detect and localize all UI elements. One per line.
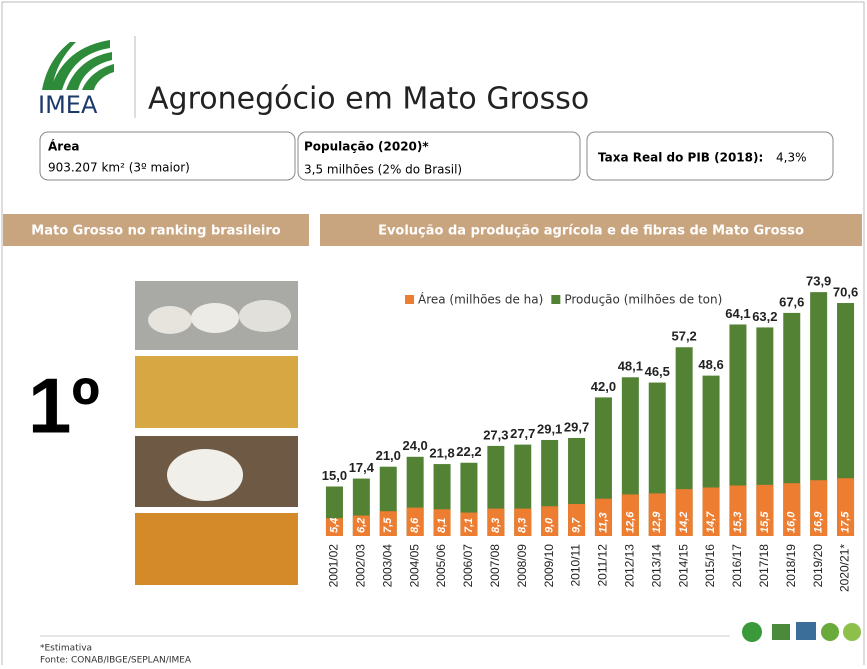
slide: IMEA Agronegócio em Mato Grosso Área 903… — [0, 0, 867, 665]
page-title: Agronegócio em Mato Grosso — [148, 82, 589, 117]
value-label: 14,2 — [678, 512, 690, 533]
value-label: 24,0 — [402, 438, 427, 453]
value-label: 6,2 — [355, 518, 367, 533]
info-label: População (2020)* — [304, 140, 429, 154]
x-tick-label: 2003/04 — [380, 544, 394, 588]
value-label: 48,6 — [698, 357, 723, 372]
value-label: 29,1 — [537, 421, 562, 436]
x-tick-label: 2006/07 — [461, 544, 475, 588]
x-tick-label: 2018/19 — [784, 544, 798, 588]
value-label: 70,6 — [833, 284, 858, 299]
x-tick-label: 2009/10 — [542, 544, 556, 588]
info-value: 3,5 milhões (2% do Brasil) — [304, 163, 462, 177]
x-tick-label: 2007/08 — [488, 544, 502, 588]
ranking-position: 1º — [28, 362, 100, 450]
value-label: 15,3 — [732, 512, 744, 533]
x-tick-label: 2008/09 — [515, 544, 529, 588]
x-tick-label: 2001/02 — [327, 544, 341, 588]
info-value: 4,3% — [776, 151, 807, 165]
value-label: 21,8 — [429, 445, 454, 460]
photo-soy — [135, 356, 298, 428]
logo-text: IMEA — [38, 91, 98, 119]
legend-label: Produção (milhões de ton) — [564, 293, 722, 307]
value-label: 67,6 — [779, 294, 804, 309]
x-tick-label: 2013/14 — [649, 544, 663, 588]
value-label: 5,4 — [328, 518, 340, 533]
value-label: 73,9 — [806, 274, 831, 289]
value-label: 15,5 — [759, 511, 771, 533]
value-label: 22,2 — [456, 444, 481, 459]
value-label: 17,4 — [349, 460, 375, 475]
value-label: 16,9 — [813, 511, 825, 533]
value-label: 21,0 — [376, 448, 401, 463]
value-label: 57,2 — [671, 329, 696, 344]
value-label: 12,9 — [651, 511, 663, 533]
value-label: 16,0 — [786, 511, 798, 533]
value-label: 29,7 — [564, 419, 589, 434]
value-label: 14,7 — [705, 511, 717, 533]
value-label: 46,5 — [645, 364, 670, 379]
x-tick-label: 2004/05 — [407, 544, 421, 588]
x-tick-label: 2019/20 — [811, 544, 825, 588]
value-label: 9,0 — [544, 517, 556, 533]
x-tick-label: 2020/21* — [838, 544, 852, 592]
x-tick-label: 2014/15 — [676, 544, 690, 588]
section-heading: Mato Grosso no ranking brasileiro — [31, 224, 280, 239]
photo-corn — [135, 513, 298, 585]
legend-swatch — [551, 295, 560, 304]
info-value: 903.207 km² (3º maior) — [48, 161, 190, 175]
x-tick-label: 2012/13 — [623, 544, 637, 588]
info-label: Taxa Real do PIB (2018): — [598, 151, 763, 165]
value-label: 7,1 — [463, 518, 475, 533]
chart-title: Evolução da produção agrícola e de fibra… — [378, 224, 804, 239]
value-label: 63,2 — [752, 309, 777, 324]
value-label: 7,5 — [382, 517, 394, 533]
x-tick-label: 2016/17 — [730, 544, 744, 588]
value-label: 17,5 — [839, 511, 851, 533]
value-label: 8,6 — [409, 517, 421, 533]
x-tick-label: 2002/03 — [354, 544, 368, 588]
footer-note: *Estimativa — [40, 644, 92, 654]
x-tick-label: 2015/16 — [703, 544, 717, 588]
value-label: 11,3 — [597, 512, 609, 533]
value-label: 8,3 — [490, 518, 502, 533]
x-tick-label: 2011/12 — [596, 544, 610, 587]
x-tick-label: 2005/06 — [434, 544, 448, 588]
value-label: 42,0 — [591, 379, 616, 394]
logo — [40, 38, 116, 94]
legend-swatch — [405, 295, 414, 304]
x-tick-label: 2017/18 — [757, 544, 771, 588]
value-label: 48,1 — [618, 359, 643, 374]
value-label: 12,6 — [624, 511, 636, 533]
info-label: Área — [48, 139, 79, 154]
value-label: 15,0 — [322, 468, 347, 483]
value-label: 64,1 — [725, 306, 750, 321]
value-label: 9,7 — [570, 517, 582, 533]
value-label: 27,3 — [483, 427, 508, 442]
page: IMEA Agronegócio em Mato Grosso Área 903… — [0, 0, 867, 665]
value-label: 8,1 — [436, 518, 448, 533]
value-label: 8,3 — [517, 518, 529, 533]
legend-label: Área (milhões de ha) — [418, 292, 543, 307]
value-label: 27,7 — [510, 426, 535, 441]
x-tick-label: 2010/11 — [569, 544, 583, 587]
footer-source: Fonte: CONAB/IBGE/SEPLAN/IMEA — [40, 656, 192, 666]
